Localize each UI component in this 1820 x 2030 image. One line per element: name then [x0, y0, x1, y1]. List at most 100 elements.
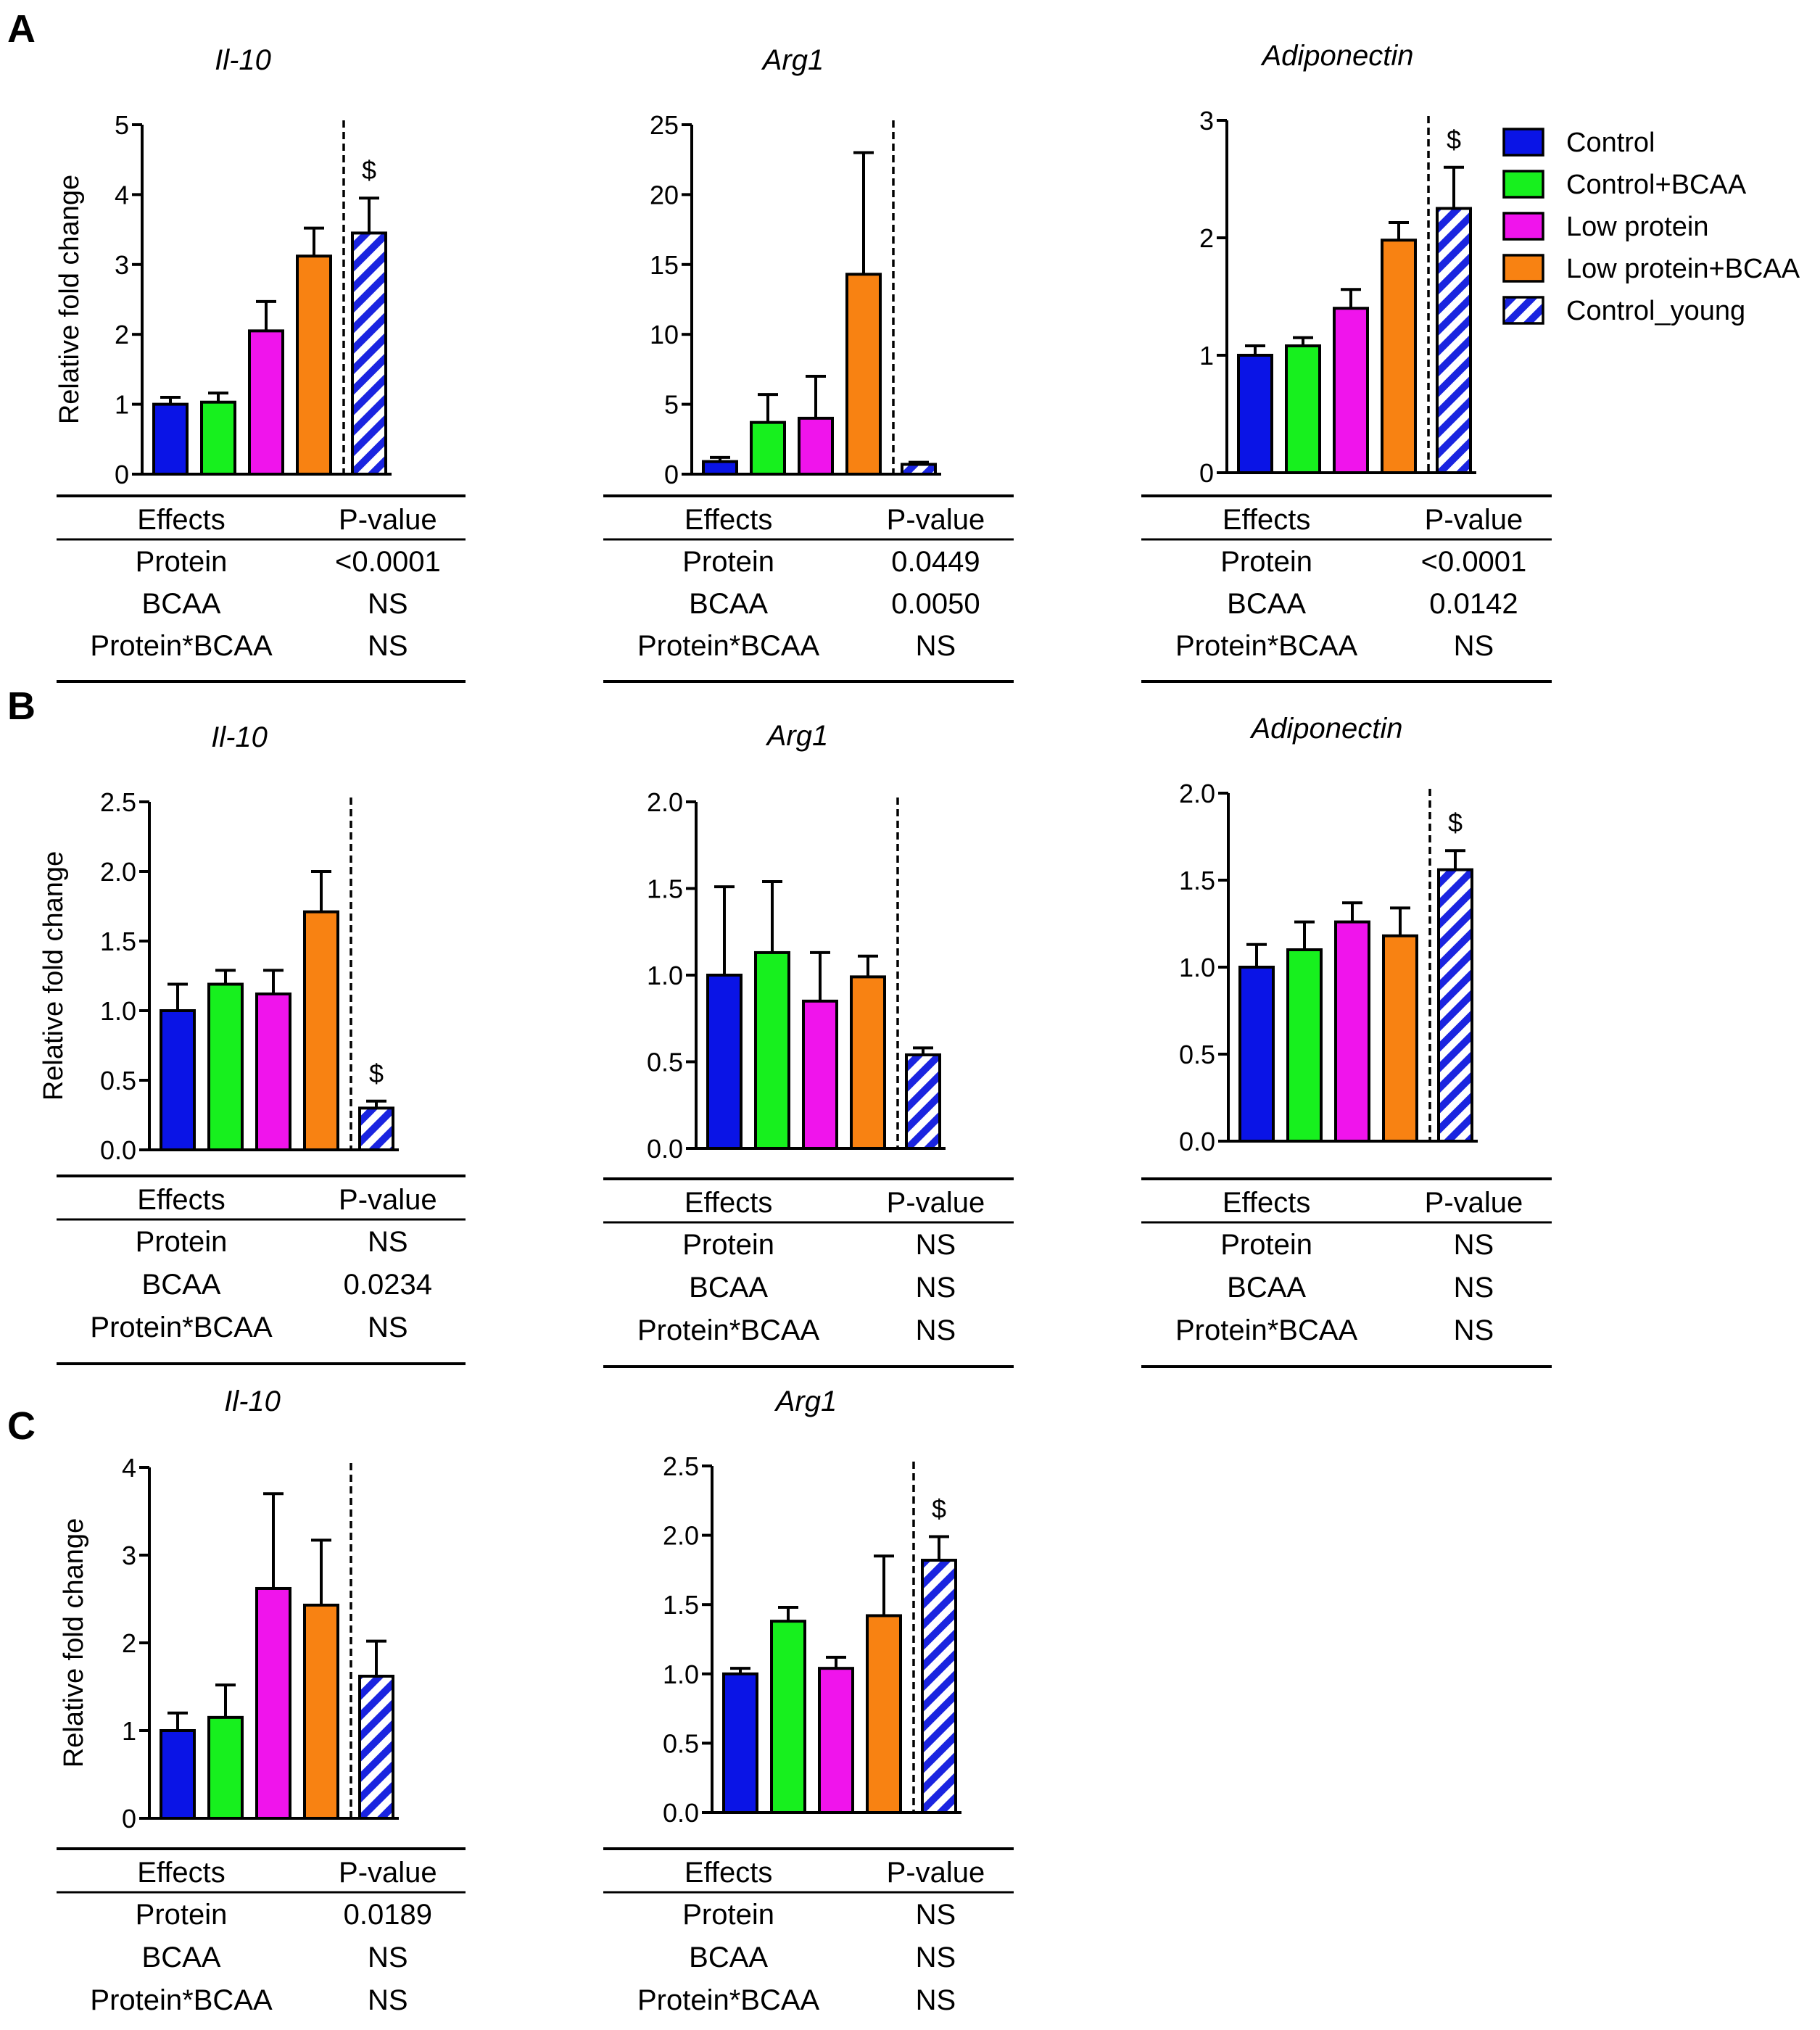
table-pvalue-cell: 0.0449	[891, 546, 980, 578]
y-tick-label: 0.5	[1179, 1040, 1215, 1069]
y-axis-label: Relative fold change	[59, 1518, 89, 1768]
bar-low-protein	[1333, 307, 1369, 475]
charts-container: Il-10 0 1 2 3 4 5 Relative fold change $ Effects P…	[38, 40, 1552, 2016]
bar-low-protein	[255, 992, 291, 1151]
legend: Control Control+BCAA Low protein Low protei…	[1502, 128, 1800, 326]
bar-low-protein-bcaa	[1382, 934, 1418, 1143]
bar-control-bcaa	[207, 1715, 244, 1820]
y-tick-label: 25	[650, 110, 679, 140]
bar-low-protein	[818, 1667, 854, 1815]
bar-control	[722, 1672, 758, 1815]
table-effect-cell: Protein*BCAA	[90, 1984, 273, 2016]
bar-control	[706, 974, 743, 1150]
y-tick-label: 3	[115, 250, 129, 280]
y-tick-label: 1.0	[100, 996, 136, 1026]
table-pvalue-cell: NS	[368, 588, 408, 620]
chart-b2: Arg1 0.0 0.5 1.0 1.5 2.0 Effects P-value Protein…	[603, 720, 1014, 1368]
significance-dollar: $	[369, 1058, 384, 1088]
y-tick-label: 0	[1199, 458, 1214, 488]
bar-control-bcaa	[200, 400, 236, 476]
table-pvalue-cell: NS	[368, 1942, 408, 1973]
table-pvalue-cell: NS	[916, 1984, 956, 2016]
chart-b1: Il-10 0.0 0.5 1.0 1.5 2.0 2.5 Relative fold cha…	[38, 721, 466, 1365]
table-pvalue-cell: NS	[1454, 1272, 1494, 1304]
table-pvalue-cell: NS	[1454, 1229, 1494, 1261]
y-tick-label: 0.5	[100, 1066, 136, 1095]
table-pvalue-cell: NS	[916, 1272, 956, 1304]
table-effect-cell: Protein	[682, 546, 774, 578]
y-tick-label: 2	[122, 1628, 136, 1658]
table-pvalue-cell: NS	[916, 1314, 956, 1346]
table-pvalue-cell: 0.0142	[1429, 588, 1518, 620]
legend-swatch-control	[1502, 128, 1544, 157]
legend-label: Low protein+BCAA	[1566, 254, 1800, 284]
legend-swatch-low-protein-bcaa	[1502, 254, 1544, 283]
bar-low-protein	[255, 1586, 291, 1820]
y-tick-label: 0.5	[647, 1048, 683, 1077]
bar-control-young	[1436, 207, 1472, 474]
legend-label: Low protein	[1566, 212, 1708, 242]
significance-dollar: $	[932, 1494, 946, 1524]
y-tick-label: 5	[115, 110, 129, 140]
table-header-effects: Effects	[684, 504, 773, 536]
table-pvalue-cell: NS	[1454, 1314, 1494, 1346]
y-tick-label: 3	[122, 1541, 136, 1570]
bar-control-bcaa	[1285, 344, 1321, 475]
table-effect-cell: Protein	[136, 546, 228, 578]
table-header-effects: Effects	[684, 1857, 773, 1889]
table-effect-cell: BCAA	[142, 1269, 221, 1301]
y-tick-label: 0.0	[647, 1134, 683, 1164]
table-effect-cell: BCAA	[1227, 588, 1306, 620]
table-effect-cell: Protein*BCAA	[1175, 630, 1358, 662]
table-effect-cell: Protein*BCAA	[637, 1984, 820, 2016]
chart-title: Adiponectin	[1249, 713, 1402, 745]
y-tick-label: 1	[115, 390, 129, 420]
bar-low-protein-bcaa	[850, 975, 886, 1151]
chart-title: Arg1	[766, 720, 829, 752]
table-pvalue-cell: <0.0001	[1421, 546, 1527, 578]
table-header-pvalue: P-value	[1425, 1187, 1523, 1219]
table-pvalue-cell: NS	[916, 1229, 956, 1261]
bar-low-protein-bcaa	[866, 1614, 902, 1815]
table-header-effects: Effects	[137, 1184, 226, 1216]
table-effect-cell: BCAA	[142, 588, 221, 620]
y-tick-label: 1.0	[1179, 953, 1215, 982]
y-tick-label: 1	[1199, 341, 1214, 370]
y-tick-label: 0.5	[663, 1728, 699, 1758]
bar-control	[702, 460, 738, 476]
bar-control-young	[351, 231, 387, 476]
table-effect-cell: BCAA	[1227, 1272, 1306, 1304]
chart-title: Il-10	[211, 721, 268, 753]
bar-low-protein-bcaa	[845, 273, 882, 476]
bar-control-young	[901, 463, 937, 476]
y-tick-label: 1.0	[663, 1660, 699, 1689]
y-tick-label: 2.0	[647, 787, 683, 817]
y-tick-label: 1.0	[647, 961, 683, 990]
table-effect-cell: Protein	[1220, 1229, 1312, 1261]
table-pvalue-cell: NS	[368, 1312, 408, 1343]
bar-control-bcaa	[750, 420, 786, 476]
table-header-pvalue: P-value	[339, 504, 437, 536]
table-effect-cell: Protein*BCAA	[637, 1314, 820, 1346]
y-tick-label: 1.5	[1179, 866, 1215, 895]
y-tick-label: 0	[664, 460, 679, 489]
panel-label-b: B	[7, 684, 36, 728]
chart-a3: Adiponectin 0 1 2 3 $ Effects P-value Protein <0.…	[1141, 40, 1552, 683]
chart-title: Il-10	[215, 44, 271, 76]
table-pvalue-cell: NS	[368, 1984, 408, 2016]
table-header-pvalue: P-value	[339, 1857, 437, 1889]
table-header-pvalue: P-value	[887, 1187, 985, 1219]
table-effect-cell: BCAA	[142, 1942, 221, 1973]
table-header-effects: Effects	[1223, 504, 1311, 536]
bar-control-young	[921, 1559, 957, 1815]
bar-control	[160, 1729, 196, 1820]
table-pvalue-cell: NS	[368, 1226, 408, 1258]
chart-c2: Arg1 0.0 0.5 1.0 1.5 2.0 2.5 $ Effects P-value Pro…	[603, 1385, 1014, 2016]
table-header-pvalue: P-value	[339, 1184, 437, 1216]
significance-dollar: $	[1447, 125, 1461, 154]
y-tick-label: 5	[664, 390, 679, 420]
table-header-pvalue: P-value	[887, 1857, 985, 1889]
table-effect-cell: BCAA	[689, 588, 768, 620]
table-header-effects: Effects	[137, 1857, 226, 1889]
